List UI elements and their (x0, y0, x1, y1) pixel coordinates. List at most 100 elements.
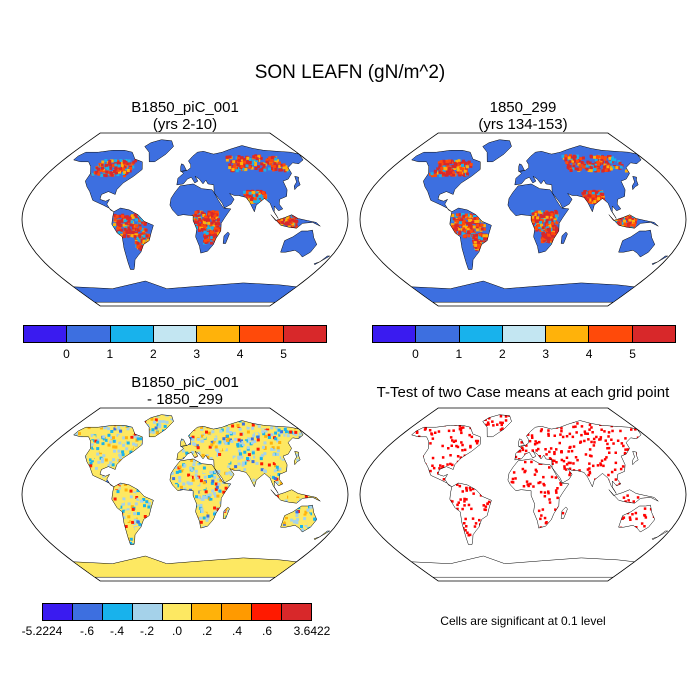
globe-outline (359, 407, 687, 582)
colorbar-swatch (240, 326, 284, 342)
panel-title-bottom-left-line1: B1850_piC_001 (131, 374, 239, 391)
colorbar-tick-label: 4 (585, 347, 593, 361)
coastline-southAmerica (111, 207, 154, 270)
colorbar-bottom-left-labels: -5.2224 -.6 -.4 -.2 .0 .2 .4 .6 3.6422 (22, 624, 331, 640)
colorbar-tick-label: -.4 (109, 624, 125, 638)
panel-title-top-left-line2: (yrs 2-10) (152, 116, 218, 133)
coastline-japan (631, 175, 639, 191)
coastline-australia (280, 504, 318, 533)
colorbar-tick-label: 3.6422 (293, 624, 331, 638)
colorbar-tick-label: .6 (261, 624, 273, 638)
panel-title-top-right: 1850_299 (yrs 134-153) (358, 99, 688, 133)
panel-title-bottom-left-line2: - 1850_299 (147, 391, 223, 408)
coastline-madagascar (222, 231, 230, 244)
panel-title-top-right-line2: (yrs 134-153) (478, 116, 568, 133)
colorbar-tick-label: .0 (171, 624, 183, 638)
colorbar-swatch (589, 326, 633, 342)
colorbar-tick-label: .4 (231, 624, 243, 638)
colorbar-swatch (197, 326, 241, 342)
colorbar-top-left (23, 325, 327, 343)
coastline-madagascar (222, 506, 230, 519)
coastline-greenland (482, 139, 512, 163)
coastline-japan (631, 450, 639, 466)
coastline-eurasia (514, 145, 642, 219)
coastline-africa (507, 458, 570, 529)
coastline-indonesia (270, 489, 321, 504)
colorbar-swatch (416, 326, 460, 342)
colorbar-swatch (110, 326, 154, 342)
coastline-antarctica (72, 280, 298, 303)
coastline-eurasia (176, 145, 304, 219)
colorbar-swatch (283, 326, 326, 342)
coastline-nz (651, 530, 669, 541)
panel-title-bottom-right: T-Test of two Case means at each grid po… (376, 384, 670, 401)
colorbar-tick-label: 2 (498, 347, 506, 361)
coastline-eurasia (514, 420, 642, 494)
coastline-southAmerica (449, 207, 492, 270)
colorbar-swatch (162, 604, 193, 620)
coastline-nz (313, 255, 331, 266)
map-bottom-left (21, 407, 349, 582)
colorbar-swatch (153, 326, 198, 342)
colorbar-tick-label: 2 (149, 347, 157, 361)
colorbar-swatch (252, 604, 283, 620)
coastline-antarctica (410, 555, 636, 578)
colorbar-swatch (102, 604, 133, 620)
colorbar-tick-label: 0 (63, 347, 70, 361)
coastline-nz (313, 530, 331, 541)
coastline-greenland (482, 414, 512, 438)
colorbar-tick-label: 5 (280, 347, 287, 361)
panel-title-top-right-line1: 1850_299 (489, 99, 557, 116)
colorbar-swatch (72, 604, 103, 620)
coastline-indonesia (608, 489, 659, 504)
land-field (411, 139, 668, 303)
coastline-greenland (144, 414, 174, 438)
panel-title-bottom-left: B1850_piC_001 - 1850_299 (20, 374, 350, 408)
coastline-africa (169, 458, 232, 529)
colorbar-swatch (373, 326, 417, 342)
coastline-eurasia (176, 420, 304, 494)
coastline-uk (180, 438, 187, 447)
coastline-madagascar (560, 231, 568, 244)
colorbar-swatch (24, 326, 68, 342)
colorbar-bottom-left (42, 603, 312, 621)
coastline-northAmerica (411, 425, 481, 488)
coastline-japan (293, 450, 301, 466)
coastline-uk (180, 163, 187, 172)
map-top-left (21, 132, 349, 307)
coastline-greenland (144, 139, 174, 163)
colorbar-tick-label: -.6 (79, 624, 95, 638)
coastline-madagascar (560, 506, 568, 519)
coastline-southAmerica (449, 482, 492, 545)
figure-title: SON LEAFN (gN/m^2) (254, 62, 446, 83)
colorbar-tick-label: 3 (193, 347, 201, 361)
coastline-australia (280, 229, 318, 258)
colorbar-tick-label: 4 (236, 347, 244, 361)
colorbar-tick-label: 1 (455, 347, 463, 361)
colorbar-tick-label: -.2 (139, 624, 155, 638)
colorbar-swatch (192, 604, 223, 620)
map-bottom-right (359, 407, 687, 582)
colorbar-swatch (546, 326, 590, 342)
colorbar-tick-label: 0 (412, 347, 419, 361)
colorbar-tick-label: .2 (201, 624, 213, 638)
map-top-right (359, 132, 687, 307)
colorbar-swatch (282, 604, 312, 620)
coastline-nz (651, 255, 669, 266)
coastline-northAmerica (73, 150, 143, 213)
coastline-japan (293, 175, 301, 191)
coastline-africa (507, 183, 570, 254)
significance-note: Cells are significant at 0.1 level (440, 614, 606, 628)
coastline-uk (518, 438, 525, 447)
colorbar-tick-label: 1 (106, 347, 114, 361)
colorbar-tick-label: -5.2224 (21, 624, 63, 638)
colorbar-top-right (372, 325, 676, 343)
colorbar-swatch (222, 604, 253, 620)
coastline-indonesia (608, 214, 659, 229)
colorbar-top-right-labels: 0 1 2 3 4 5 (372, 347, 676, 363)
coastline-northAmerica (73, 425, 143, 488)
colorbar-tick-label: 3 (542, 347, 550, 361)
coastline-southAmerica (111, 482, 154, 545)
colorbar-swatch (132, 604, 163, 620)
colorbar-swatch (459, 326, 503, 342)
